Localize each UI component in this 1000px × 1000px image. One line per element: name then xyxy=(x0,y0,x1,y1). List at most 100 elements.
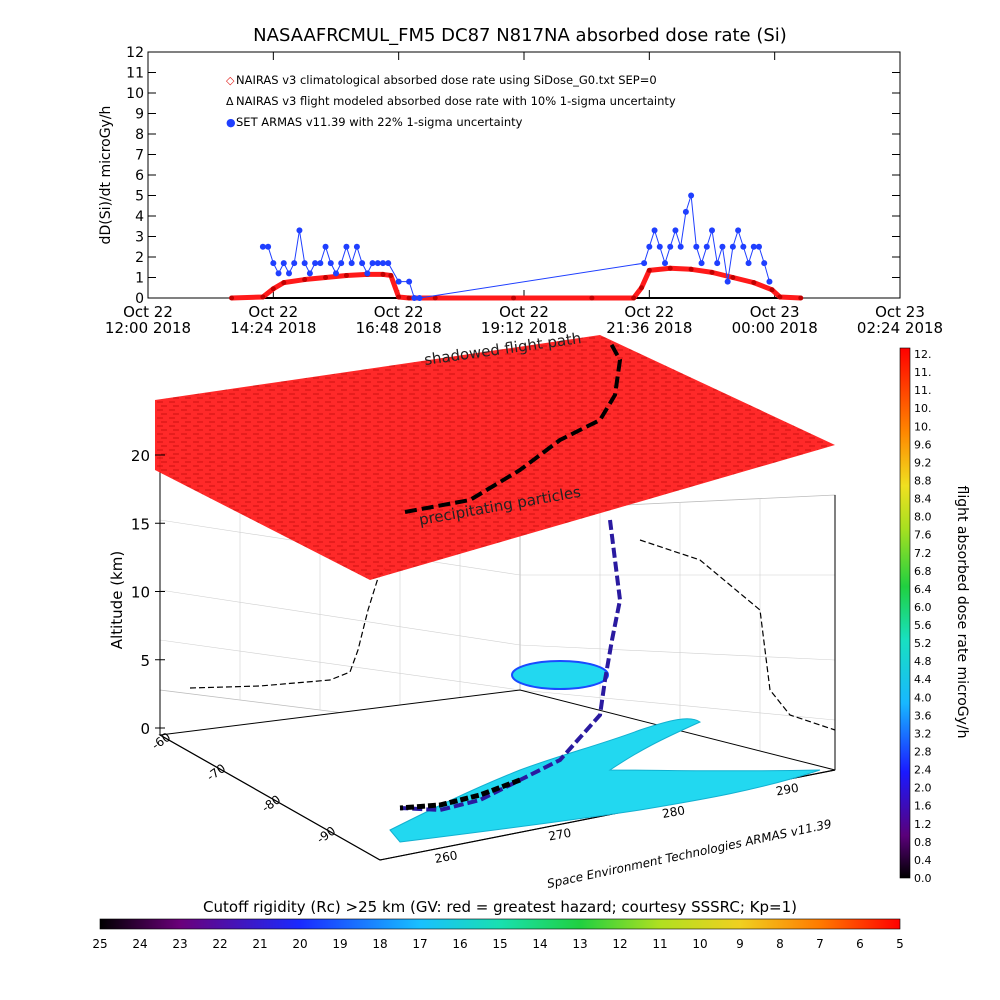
armas-point xyxy=(359,260,366,267)
series-nairas-climatological xyxy=(231,265,801,301)
armas-point xyxy=(698,260,705,267)
latitude-tick-label: -60 xyxy=(149,730,173,753)
nairas-climatological-point xyxy=(343,272,349,278)
rigidity-tick-label: 6 xyxy=(856,937,864,951)
armas-point xyxy=(667,243,674,250)
nairas-climatological-point xyxy=(709,269,715,275)
x-tick-label: Oct 22 xyxy=(374,303,424,321)
rigidity-tick-label: 5 xyxy=(896,937,904,951)
colorbar-tick-label: 9.6 xyxy=(914,438,932,451)
armas-point xyxy=(740,243,747,250)
armas-point xyxy=(756,243,762,250)
nairas-climatological-point xyxy=(667,265,673,271)
armas-point xyxy=(301,260,308,267)
armas-point xyxy=(306,270,313,277)
dose-colorbar xyxy=(899,347,911,879)
colorbar-tick-label: 11. xyxy=(914,366,932,379)
wall-shadow-right xyxy=(639,539,836,731)
flight-path-descent xyxy=(399,519,623,813)
z-tick-label: 20 xyxy=(131,447,150,465)
rigidity-tick-label: 11 xyxy=(652,937,667,951)
rigidity-tick-label: 10 xyxy=(692,937,707,951)
y-tick-label: 10 xyxy=(126,86,144,102)
rigidity-tick-label: 21 xyxy=(252,937,267,951)
dose-rate-sheet xyxy=(155,335,835,580)
armas-point xyxy=(312,260,319,267)
plot-area xyxy=(229,192,804,301)
rigidity-tick-label: 16 xyxy=(452,937,467,951)
z-tick-label: 5 xyxy=(140,652,150,670)
rigidity-tick-label: 24 xyxy=(132,937,147,951)
legend-label: NAIRAS v3 climatological absorbed dose r… xyxy=(236,73,657,87)
colorbar-tick-label: 3.6 xyxy=(914,709,932,722)
colorbar-tick-label: 9.2 xyxy=(914,456,932,469)
flight-path-low-dose xyxy=(399,777,521,811)
armas-point xyxy=(380,260,386,267)
nairas-climatological-point xyxy=(432,295,438,301)
colorbar-tick-label: 1.6 xyxy=(914,800,932,813)
armas-point xyxy=(709,227,715,234)
nairas-climatological-point xyxy=(688,266,694,272)
x-tick-label: 21:36 2018 xyxy=(606,319,692,337)
armas-point xyxy=(641,260,648,267)
colorbar-tick-label: 4.4 xyxy=(914,673,932,686)
armas-point xyxy=(348,260,355,267)
armas-point xyxy=(280,260,287,267)
colorbar-tick-label: 2.0 xyxy=(914,782,932,795)
colorbar-tick-label: 8.8 xyxy=(914,474,932,487)
y-tick-label: 9 xyxy=(135,107,144,123)
colorbar-tick-label: 2.8 xyxy=(914,746,932,759)
x-tick-label: Oct 23 xyxy=(875,303,925,321)
colorbar-tick-label: 10. xyxy=(914,402,932,415)
x-tick-label: 14:24 2018 xyxy=(230,319,316,337)
nairas-climatological-point xyxy=(302,277,308,283)
nairas-climatological-point xyxy=(396,294,402,300)
nairas-climatological-point xyxy=(646,267,652,273)
armas-point xyxy=(411,295,418,301)
z-tick-label: 15 xyxy=(131,515,150,533)
plot-frame xyxy=(147,51,901,299)
rigidity-tick-label: 23 xyxy=(172,937,187,951)
armas-point xyxy=(317,260,324,267)
armas-point xyxy=(766,278,773,285)
armas-point xyxy=(703,243,710,250)
rigidity-tick-label: 20 xyxy=(292,937,307,951)
rigidity-tick-label: 19 xyxy=(332,937,347,951)
colorbar-tick-label: 0.8 xyxy=(914,836,932,849)
y-tick-label: 1 xyxy=(135,271,144,287)
armas-point xyxy=(724,278,731,285)
x-tick-label: Oct 22 xyxy=(248,303,298,321)
rigidity-tick-label: 25 xyxy=(92,937,107,951)
longitude-tick-label: 260 xyxy=(434,848,459,866)
z-tick-label: 0 xyxy=(140,720,150,738)
armas-point xyxy=(327,260,334,267)
colorbar-tick-label: 6.4 xyxy=(914,583,932,596)
armas-point xyxy=(719,243,726,250)
nairas-climatological-point xyxy=(639,285,644,291)
rigidity-tick-label: 22 xyxy=(212,937,227,951)
armas-point xyxy=(677,243,684,250)
colorbar-tick-label: 4.8 xyxy=(914,655,932,668)
legend-marker: Δ xyxy=(226,95,234,108)
armas-point xyxy=(395,278,402,285)
colorbar-tick-label: 7.6 xyxy=(914,529,932,542)
colorbar-tick-label: 4.0 xyxy=(914,691,932,704)
rigidity-tick-label: 17 xyxy=(412,937,427,951)
nairas-climatological-point xyxy=(380,271,386,277)
armas-point xyxy=(296,227,303,234)
armas-point xyxy=(682,208,689,215)
wall-shadow-left xyxy=(189,567,386,689)
longitude-tick-label: 280 xyxy=(661,803,686,821)
cutoff-rigidity-patch xyxy=(511,660,609,690)
armas-point xyxy=(265,243,272,250)
nairas-climatological-point xyxy=(769,287,775,293)
nairas-climatological-point xyxy=(229,295,235,301)
cutoff-rigidity-map xyxy=(389,718,821,843)
armas-point xyxy=(729,243,736,250)
armas-point xyxy=(750,243,757,250)
rigidity-tick-label: 9 xyxy=(736,937,744,951)
legend-marker: ◇ xyxy=(226,74,235,87)
legend-marker: ● xyxy=(226,116,236,129)
armas-point xyxy=(353,243,360,250)
